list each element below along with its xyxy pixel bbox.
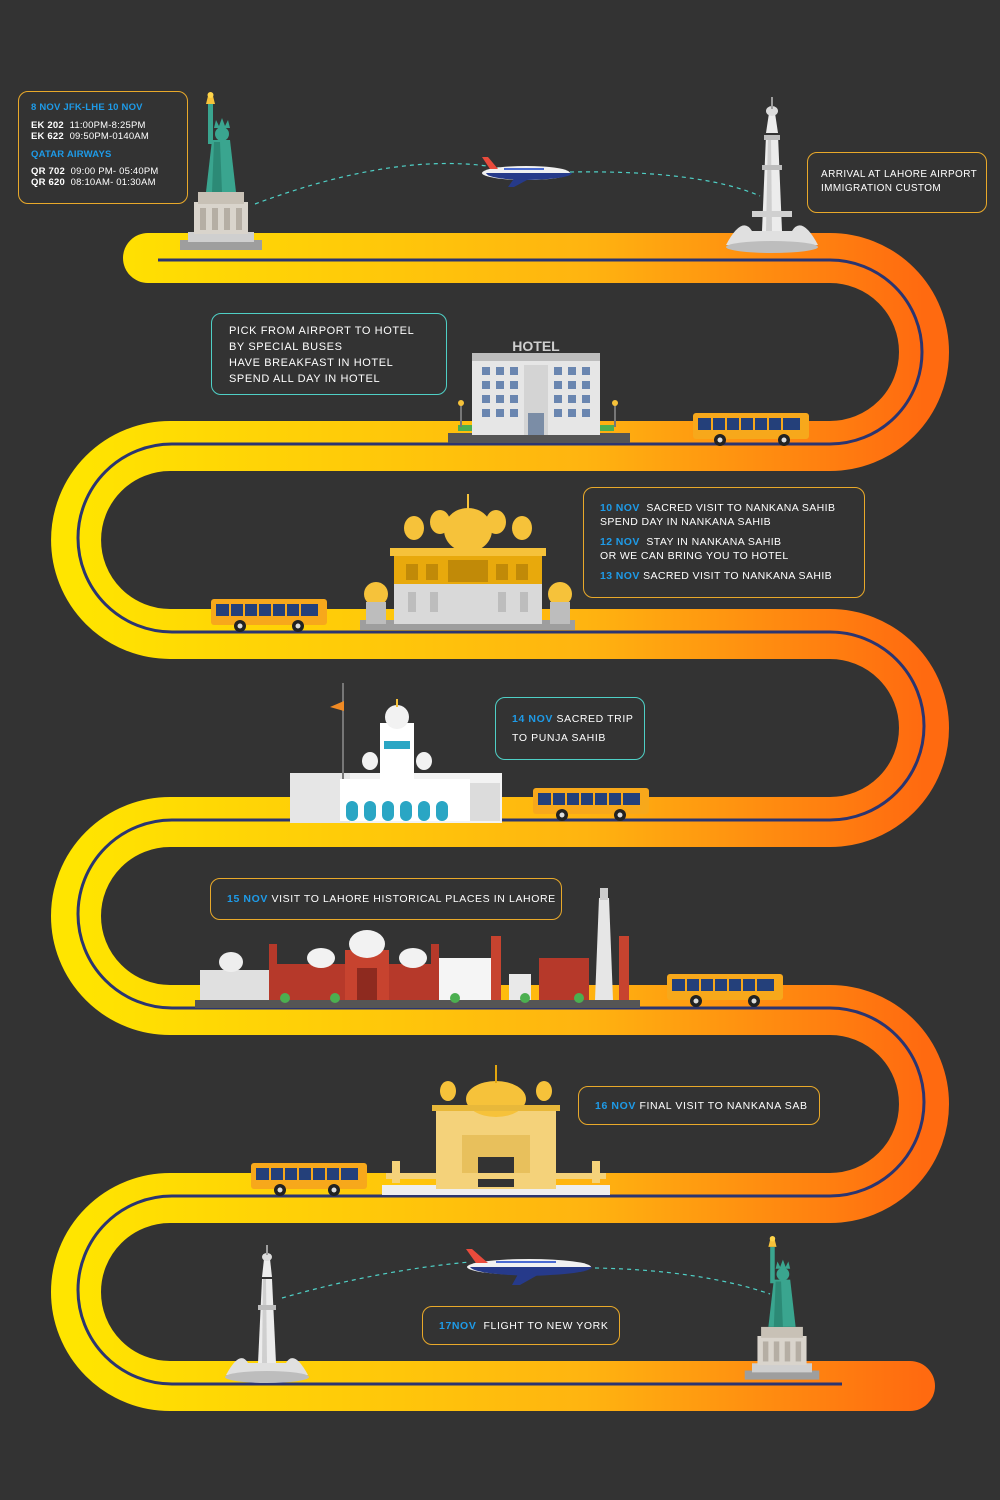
golden-temple-icon bbox=[382, 1065, 610, 1195]
punja-line: TO PUNJA SAHIB bbox=[512, 732, 606, 744]
gurdwara-icon bbox=[290, 683, 502, 823]
flight-code: EK 202 bbox=[31, 120, 64, 131]
arrival-line: IMMIGRATION CUSTOM bbox=[821, 183, 942, 194]
flight-row: QR 702 09:00 PM- 05:40PM bbox=[31, 166, 175, 177]
date-label: 14 NOV bbox=[512, 713, 553, 725]
flight-row: QR 620 08:10AM- 01:30AM bbox=[31, 177, 175, 188]
hotel-sign: HOTEL bbox=[512, 338, 560, 354]
flight-row: EK 622 09:50PM-0140AM bbox=[31, 131, 175, 142]
lahore-visit-box: 15 NOV VISIT TO LAHORE HISTORICAL PLACES… bbox=[210, 878, 562, 920]
date-label: 13 NOV bbox=[600, 570, 640, 582]
final-visit-box: 16 NOV FINAL VISIT TO NANKANA SAB bbox=[578, 1086, 820, 1125]
nankana-line: OR WE CAN BRING YOU TO HOTEL bbox=[600, 550, 789, 562]
punja-sahib-box: 14 NOV SACRED TRIP TO PUNJA SAHIB bbox=[495, 697, 645, 760]
lahore-skyline-icon bbox=[195, 888, 640, 1008]
date-label: 16 NOV bbox=[595, 1100, 636, 1112]
bus-icon bbox=[533, 788, 649, 821]
flight-code: EK 622 bbox=[31, 131, 64, 142]
airplane-icon bbox=[482, 157, 572, 187]
flight-time: 11:00PM-8:25PM bbox=[69, 120, 146, 131]
airplane-icon bbox=[466, 1249, 592, 1285]
hotel-info-line: HAVE BREAKFAST IN HOTEL bbox=[229, 357, 394, 369]
hotel-info-line: SPEND ALL DAY IN HOTEL bbox=[229, 373, 381, 385]
arrival-box: ARRIVAL AT LAHORE AIRPORT IMMIGRATION CU… bbox=[807, 152, 987, 213]
final-visit-line: 16 NOV FINAL VISIT TO NANKANA SAB bbox=[595, 1098, 807, 1114]
flight-row: EK 202 11:00PM-8:25PM bbox=[31, 120, 175, 131]
lahore-line: 15 NOV VISIT TO LAHORE HISTORICAL PLACES… bbox=[227, 891, 555, 907]
punja-text: SACRED TRIP bbox=[556, 713, 634, 725]
airline-name: QATAR AIRWAYS bbox=[31, 149, 112, 160]
nankana-text: SACRED VISIT TO NANKANA SAHIB bbox=[643, 570, 833, 582]
minar-tower-icon bbox=[726, 97, 818, 253]
statue-of-liberty-icon bbox=[744, 1236, 820, 1380]
nankana-line: SPEND DAY IN NANKANA SAHIB bbox=[600, 516, 772, 528]
bus-icon bbox=[667, 974, 783, 1007]
flight-time: 09:00 PM- 05:40PM bbox=[70, 166, 159, 177]
date-label: 10 NOV bbox=[600, 502, 640, 514]
nankana-stay-box: 10 NOV SACRED VISIT TO NANKANA SAHIB SPE… bbox=[583, 487, 865, 598]
arrival-line: ARRIVAL AT LAHORE AIRPORT bbox=[821, 169, 978, 180]
date-label: 17NOV bbox=[439, 1320, 477, 1332]
bus-icon bbox=[251, 1163, 367, 1196]
final-visit-text: FINAL VISIT TO NANKANA SAB bbox=[639, 1100, 808, 1112]
date-label: 12 NOV bbox=[600, 536, 640, 548]
flight-home-box: 17NOV FLIGHT TO NEW YORK bbox=[422, 1306, 620, 1345]
flight-code: QR 702 bbox=[31, 166, 65, 177]
nankana-line: 13 NOV SACRED VISIT TO NANKANA SAHIB bbox=[600, 569, 848, 583]
flight-time: 09:50PM-0140AM bbox=[69, 131, 149, 142]
flight-home-line: 17NOV FLIGHT TO NEW YORK bbox=[439, 1318, 608, 1334]
flight-time: 08:10AM- 01:30AM bbox=[70, 177, 156, 188]
date-label: 15 NOV bbox=[227, 893, 268, 905]
bus-icon bbox=[211, 599, 327, 632]
minar-tower-icon bbox=[225, 1245, 309, 1383]
flight-code: QR 620 bbox=[31, 177, 65, 188]
outbound-flight-header: 8 NOV JFK-LHE 10 NOV bbox=[31, 102, 143, 113]
outbound-flights-box: 8 NOV JFK-LHE 10 NOV EK 202 11:00PM-8:25… bbox=[18, 91, 188, 204]
golden-temple-icon bbox=[360, 494, 575, 630]
lahore-text: VISIT TO LAHORE HISTORICAL PLACES IN LAH… bbox=[271, 893, 556, 905]
nankana-text: SACRED VISIT TO NANKANA SAHIB bbox=[646, 502, 836, 514]
nankana-text: STAY IN NANKANA SAHIB bbox=[646, 536, 782, 548]
punja-line: 14 NOV SACRED TRIP bbox=[512, 710, 633, 729]
hotel-info-line: PICK FROM AIRPORT TO HOTEL bbox=[229, 325, 415, 337]
nankana-line: 12 NOV STAY IN NANKANA SAHIB bbox=[600, 535, 848, 549]
statue-of-liberty-icon bbox=[180, 92, 262, 250]
hotel-info-line: BY SPECIAL BUSES bbox=[229, 341, 343, 353]
nankana-line: 10 NOV SACRED VISIT TO NANKANA SAHIB bbox=[600, 501, 848, 515]
flight-home-text: FLIGHT TO NEW YORK bbox=[483, 1320, 609, 1332]
bus-icon bbox=[693, 413, 809, 446]
hotel-building-icon: HOTEL bbox=[448, 338, 630, 443]
hotel-info-box: PICK FROM AIRPORT TO HOTEL BY SPECIAL BU… bbox=[211, 313, 447, 395]
